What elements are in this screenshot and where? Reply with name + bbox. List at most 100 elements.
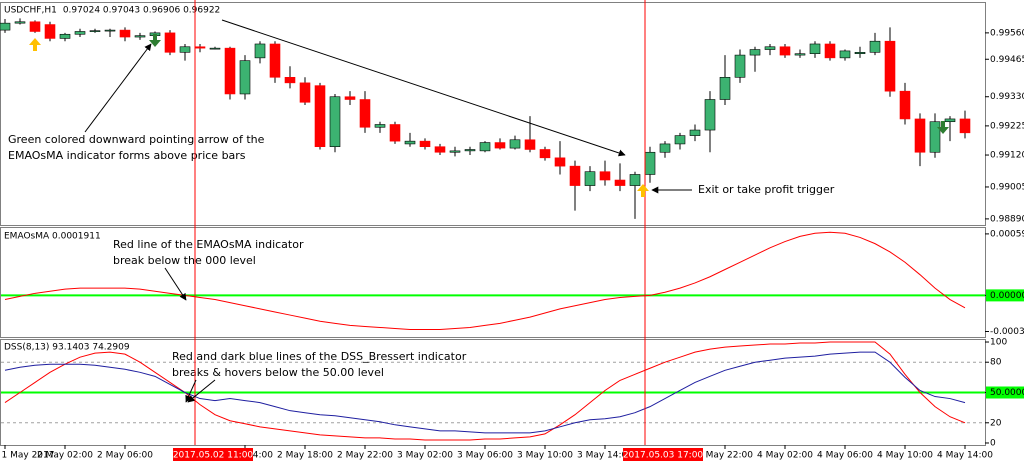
- candle-body: [329, 96, 341, 148]
- cursor-label-bg: [173, 448, 253, 461]
- x-tick-label: 2 May 06:00: [97, 451, 153, 461]
- sell-signal: [149, 34, 161, 47]
- annotation: Red and dark blue lines of the DSS_Bress…: [172, 350, 467, 363]
- candle-body: [599, 171, 611, 181]
- candle-body: [584, 171, 596, 186]
- arrow: [187, 379, 216, 403]
- candle-body: [884, 40, 896, 92]
- candle-body: [119, 29, 131, 38]
- indicator-line: [4, 351, 966, 434]
- candle-body: [29, 21, 41, 32]
- candle-body: [554, 157, 566, 167]
- y-tick-label: 0.000594: [990, 229, 1024, 239]
- candle-body: [479, 142, 491, 152]
- candle-body: [389, 124, 401, 142]
- y-tick-label: 0.99330: [990, 92, 1024, 102]
- candle-body: [839, 50, 851, 59]
- candle-body: [629, 174, 641, 186]
- sell-signal: [937, 121, 949, 134]
- x-tick-label: 3 May 10:00: [517, 451, 573, 461]
- candle-body: [869, 40, 881, 53]
- candle-body: [74, 31, 86, 35]
- x-tick-label: 2 May 22:00: [337, 451, 393, 461]
- candle-body: [659, 143, 671, 153]
- y-tick-label: 0.000000: [990, 291, 1024, 301]
- candle-body: [209, 47, 221, 50]
- candle-body: [764, 46, 776, 50]
- candle-body: [89, 30, 101, 32]
- indicator-line: [4, 341, 966, 441]
- candle-body: [299, 82, 311, 103]
- candle-body: [809, 43, 821, 54]
- candle-body: [0, 22, 11, 31]
- candle-body: [164, 32, 176, 53]
- annotation: break below the 000 level: [113, 254, 256, 267]
- candle-body: [239, 60, 251, 95]
- candle-body: [44, 24, 56, 39]
- y-tick-label: 0.99560: [990, 28, 1024, 38]
- arrow: [84, 43, 152, 133]
- buy-signal: [29, 38, 41, 51]
- candle-body: [749, 49, 761, 56]
- panel-title: EMAOsMA 0.0001911: [4, 232, 101, 242]
- candle-body: [359, 99, 371, 128]
- x-tick-label: 3 May 22:00: [697, 451, 753, 461]
- annotation-arrows: [84, 19, 692, 403]
- cursor-label: 2017.05.02 11:00: [173, 451, 254, 461]
- emaosma-panel: [0, 227, 986, 338]
- x-tick-label: 2 May 02:00: [37, 451, 93, 461]
- level-label-bg: [986, 289, 1024, 302]
- candle-body: [284, 76, 296, 84]
- candle-body: [344, 96, 356, 100]
- level-label-bg: [986, 386, 1024, 399]
- candle-body: [434, 146, 446, 153]
- signal-arrows: [29, 34, 949, 197]
- annotation: Green colored downward pointing arrow of…: [8, 133, 265, 146]
- candle-body: [689, 129, 701, 136]
- annotation: Red line of the EMAOsMA indicator: [113, 238, 304, 251]
- annotation: breaks & hovers below the 50.00 level: [172, 366, 384, 379]
- candle-body: [959, 118, 971, 134]
- cursor-label: 2017.05.03 17:00: [623, 451, 704, 461]
- arrow: [221, 19, 626, 157]
- cursor-label-bg: [623, 448, 703, 461]
- y-tick-label: 0.99120: [990, 151, 1024, 161]
- candle-body: [179, 46, 191, 53]
- candle-body: [14, 21, 26, 24]
- candle-body: [854, 52, 866, 54]
- candle-body: [254, 43, 266, 59]
- x-tick-label: 4 May 02:00: [757, 451, 813, 461]
- x-tick-label: 1 May 2017: [2, 451, 55, 461]
- price-info: 0.97024 0.97043 0.96906 0.96922: [63, 6, 220, 16]
- candle-body: [419, 140, 431, 148]
- y-tick-label: -0.000349: [990, 327, 1024, 337]
- y-tick-label: 0.99005: [990, 182, 1024, 192]
- candle-body: [719, 76, 731, 100]
- candle-body: [569, 165, 581, 186]
- x-tick-label: 4 May 06:00: [817, 451, 873, 461]
- candle-body: [944, 118, 956, 123]
- y-tick-label: 100: [990, 338, 1007, 348]
- panel-title: USDCHF,H1: [4, 6, 57, 16]
- x-tick-label: 3 May 06:00: [457, 451, 513, 461]
- arrow: [164, 267, 187, 301]
- candle-body: [914, 118, 926, 153]
- candle-body: [734, 54, 746, 78]
- y-tick-label: 0.98890: [990, 214, 1024, 224]
- candle-body: [524, 139, 536, 150]
- candle-body: [539, 149, 551, 159]
- candle-body: [134, 35, 146, 38]
- y-tick-label: 80: [990, 358, 1002, 368]
- candle-body: [494, 142, 506, 149]
- x-tick-label: 4 May 10:00: [877, 451, 933, 461]
- candle-body: [374, 124, 386, 128]
- candle-body: [464, 149, 476, 152]
- candle-body: [929, 121, 941, 153]
- candle-body: [59, 33, 71, 39]
- candle-body: [899, 90, 911, 120]
- candle-body: [404, 140, 416, 145]
- candle-body: [644, 151, 656, 175]
- y-tick-label: 0.99225: [990, 121, 1024, 131]
